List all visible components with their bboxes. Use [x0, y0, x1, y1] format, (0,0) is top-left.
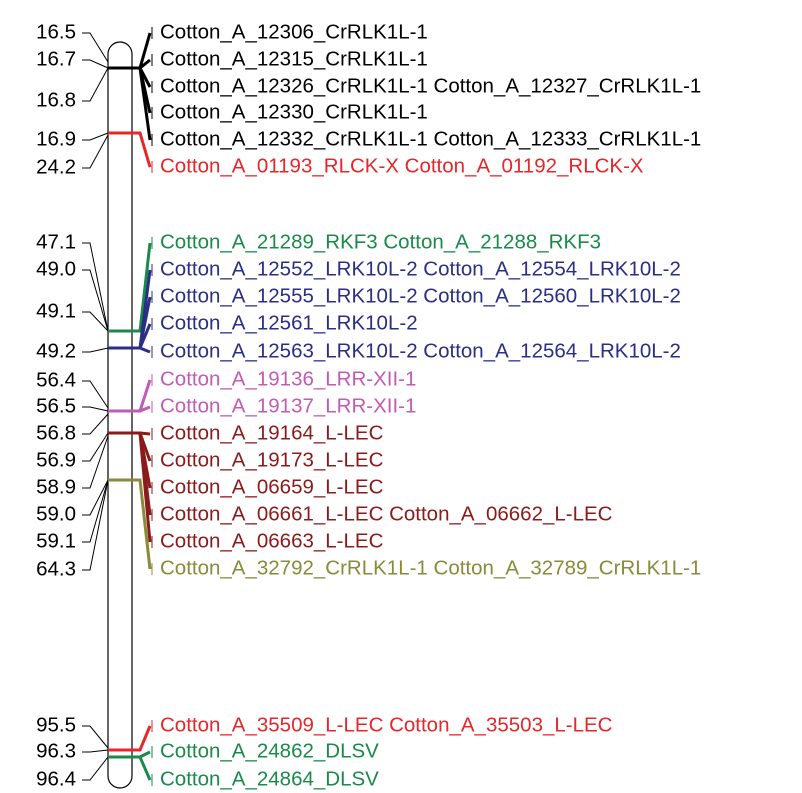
gene-label: Cotton_A_24862_DLSV [160, 739, 379, 762]
marker-connector [82, 242, 109, 332]
marker-connector [82, 406, 109, 412]
marker-position: 16.9 [36, 127, 76, 150]
marker-position: 24.2 [36, 155, 76, 178]
gene-label: Cotton_A_21289_RKF3 Cotton_A_21288_RKF3 [160, 230, 601, 253]
marker-connector [82, 311, 109, 332]
gene-label: Cotton_A_12330_CrRLK1L-1 [160, 100, 428, 123]
marker-position: 59.1 [36, 529, 76, 552]
marker-connector [82, 269, 109, 332]
gene-connector [132, 478, 152, 570]
gene-label: Cotton_A_32792_CrRLK1L-1 Cotton_A_32789_… [160, 556, 701, 579]
marker-connector [82, 725, 109, 749]
gene-label: Cotton_A_06663_L-LEC [160, 529, 384, 552]
marker-position: 95.5 [36, 713, 76, 736]
marker-position: 56.5 [36, 394, 76, 417]
gene-connector [132, 755, 152, 781]
gene-connector [132, 131, 152, 168]
gene-connector [132, 242, 152, 333]
marker-connector [82, 479, 109, 571]
marker-connector [82, 32, 109, 63]
gene-label: Cotton_A_19173_L-LEC [160, 448, 384, 471]
marker-connector [82, 59, 109, 69]
gene-label: Cotton_A_12326_CrRLK1L-1 Cotton_A_12327_… [160, 74, 701, 97]
marker-position: 49.0 [36, 257, 76, 280]
gene-label: Cotton_A_12332_CrRLK1L-1 Cotton_A_12333_… [160, 127, 701, 150]
marker-connector [82, 435, 109, 489]
marker-position: 49.2 [36, 339, 76, 362]
gene-label: Cotton_A_06659_L-LEC [160, 475, 384, 498]
gene-connector [132, 379, 152, 413]
marker-position: 58.9 [36, 475, 76, 498]
gene-label: Cotton_A_12561_LRK10L-2 [160, 311, 418, 334]
marker-position: 96.4 [36, 767, 76, 790]
gene-label: Cotton_A_06661_L-LEC Cotton_A_06662_L-LE… [160, 502, 613, 525]
marker-position: 49.1 [36, 299, 76, 322]
marker-connector [82, 432, 109, 462]
chromosome [107, 41, 133, 789]
marker-connector [82, 756, 109, 781]
gene-connector [132, 405, 151, 413]
gene-connector [132, 66, 152, 141]
gene-label: Cotton_A_12315_CrRLK1L-1 [160, 47, 428, 70]
marker-connector [82, 413, 109, 435]
marker-position: 56.4 [36, 368, 76, 391]
gene-connector [132, 346, 151, 354]
gene-label: Cotton_A_24864_DLSV [160, 767, 379, 790]
marker-connector [82, 132, 109, 141]
marker-position: 16.7 [36, 47, 76, 70]
marker-connector [82, 380, 109, 409]
gene-label: Cotton_A_01193_RLCK-X Cotton_A_01192_RLC… [160, 154, 644, 177]
marker-position: 56.9 [36, 448, 76, 471]
marker-connector [82, 479, 109, 543]
gene-label: Cotton_A_12563_LRK10L-2 Cotton_A_12564_L… [160, 339, 681, 362]
marker-position: 47.1 [36, 230, 76, 253]
gene-label: Cotton_A_12306_CrRLK1L-1 [160, 20, 428, 43]
marker-connector [82, 67, 109, 102]
gene-label: Cotton_A_19164_L-LEC [160, 421, 384, 444]
gene-label: Cotton_A_19137_LRR-XII-1 [160, 394, 416, 417]
gene-connector [132, 431, 152, 543]
marker-position: 64.3 [36, 557, 76, 580]
gene-label: Cotton_A_19136_LRR-XII-1 [160, 367, 416, 390]
marker-position: 59.0 [36, 502, 76, 525]
gene-label: Cotton_A_35509_L-LEC Cotton_A_35503_L-LE… [160, 713, 613, 736]
marker-position: 96.3 [36, 739, 76, 762]
marker-connector [82, 347, 109, 353]
marker-position: 56.8 [36, 421, 76, 444]
gene-label: Cotton_A_12552_LRK10L-2 Cotton_A_12554_L… [160, 257, 681, 280]
marker-position: 16.8 [36, 88, 76, 111]
gene-label: Cotton_A_12555_LRK10L-2 Cotton_A_12560_L… [160, 284, 681, 307]
marker-connector [82, 479, 109, 516]
marker-connector [82, 749, 109, 753]
marker-position: 16.5 [36, 20, 76, 43]
gene-connector [132, 725, 152, 752]
marker-connector [82, 134, 109, 169]
